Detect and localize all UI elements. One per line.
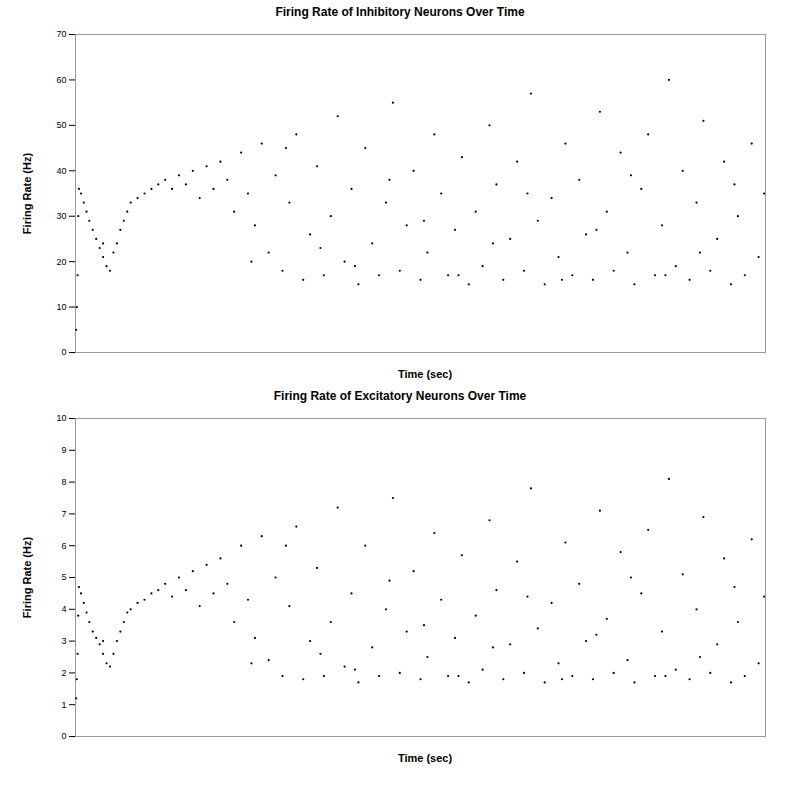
svg-text:10: 10 <box>56 302 66 312</box>
html-text:Time (sec): Time (sec) <box>397 752 453 764</box>
svg-text:8: 8 <box>61 477 66 487</box>
svg-text:2: 2 <box>61 668 66 678</box>
svg-text:1: 1 <box>61 700 66 710</box>
svg-text:Firing Rate (Hz): Firing Rate (Hz) <box>21 537 33 619</box>
svg-text:5: 5 <box>61 572 66 582</box>
svg-text:60: 60 <box>56 75 66 85</box>
html-text:Time (sec): Time (sec) <box>397 368 453 380</box>
html-text:Firing Rate of Excitatory Neur: Firing Rate of Excitatory Neurons Over T… <box>273 389 527 403</box>
html-text:Firing Rate of Inhibitory Neur: Firing Rate of Inhibitory Neurons Over T… <box>275 5 525 19</box>
svg-text:3: 3 <box>61 636 66 646</box>
svg-text:50: 50 <box>56 120 66 130</box>
svg-text:6: 6 <box>61 541 66 551</box>
svg-text:10: 10 <box>56 413 66 423</box>
svg-text:9: 9 <box>61 445 66 455</box>
svg-text:30: 30 <box>56 211 66 221</box>
svg-text:4: 4 <box>61 604 66 614</box>
svg-text:0: 0 <box>61 731 66 741</box>
svg-text:40: 40 <box>56 166 66 176</box>
svg-text:70: 70 <box>56 29 66 39</box>
svg-text:20: 20 <box>56 257 66 267</box>
svg-text:Firing Rate (Hz): Firing Rate (Hz) <box>21 153 33 235</box>
svg-text:7: 7 <box>61 509 66 519</box>
svg-text:0: 0 <box>61 347 66 357</box>
